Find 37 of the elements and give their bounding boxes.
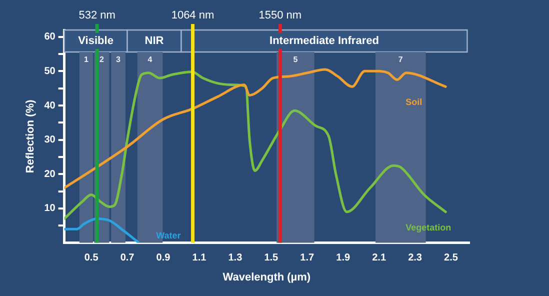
ref-line-label: 1550 nm	[258, 10, 302, 22]
y-tick-label: 60	[44, 32, 56, 43]
x-tick-label: 0.7	[120, 252, 135, 264]
series-label: Vegetation	[406, 222, 452, 232]
y-axis-title: Reflection (%)	[24, 99, 37, 174]
line-series	[64, 68, 447, 190]
x-tick-label: 2.1	[372, 252, 386, 264]
y-tick-label: 40	[44, 100, 56, 112]
x-tick-label: 1.5	[264, 252, 279, 264]
x-tick-label: 0.5	[84, 252, 99, 264]
x-axis-title: Wavelength (µm)	[222, 271, 311, 284]
x-tick-label: 0.9	[156, 252, 171, 264]
band-label: Visible	[78, 35, 114, 48]
x-tick-label: 1.1	[192, 252, 207, 264]
text: Soil	[406, 97, 422, 108]
band-label: NIR	[144, 35, 164, 48]
x-tick-label: 1.9	[336, 252, 350, 264]
band-label: 5	[293, 55, 298, 64]
x-tick-label: 2.5	[444, 252, 458, 264]
band-label: 3	[116, 55, 122, 64]
y-tick-label: 20	[44, 168, 56, 180]
band-label: 7	[398, 55, 404, 64]
y-tick-label: 50	[44, 66, 56, 77]
ref-line-label: 532 nm	[78, 10, 116, 22]
line-series	[64, 218, 140, 243]
band-label: 2	[100, 55, 105, 64]
text: Water	[156, 230, 182, 241]
x-tick-label: 2.3	[408, 252, 422, 264]
ref-line-label: 1064 nm	[171, 10, 214, 22]
band-label: 4	[148, 55, 153, 64]
band-label: Intermediate Infrared	[270, 35, 379, 48]
line-series	[64, 70, 447, 220]
y-tick-label: 30	[44, 134, 56, 146]
x-tick-label: 1.7	[300, 252, 315, 264]
y-tick-label: 10	[44, 203, 56, 214]
x-tick-label: 1.3	[228, 252, 243, 264]
band-label: 1	[84, 55, 90, 64]
